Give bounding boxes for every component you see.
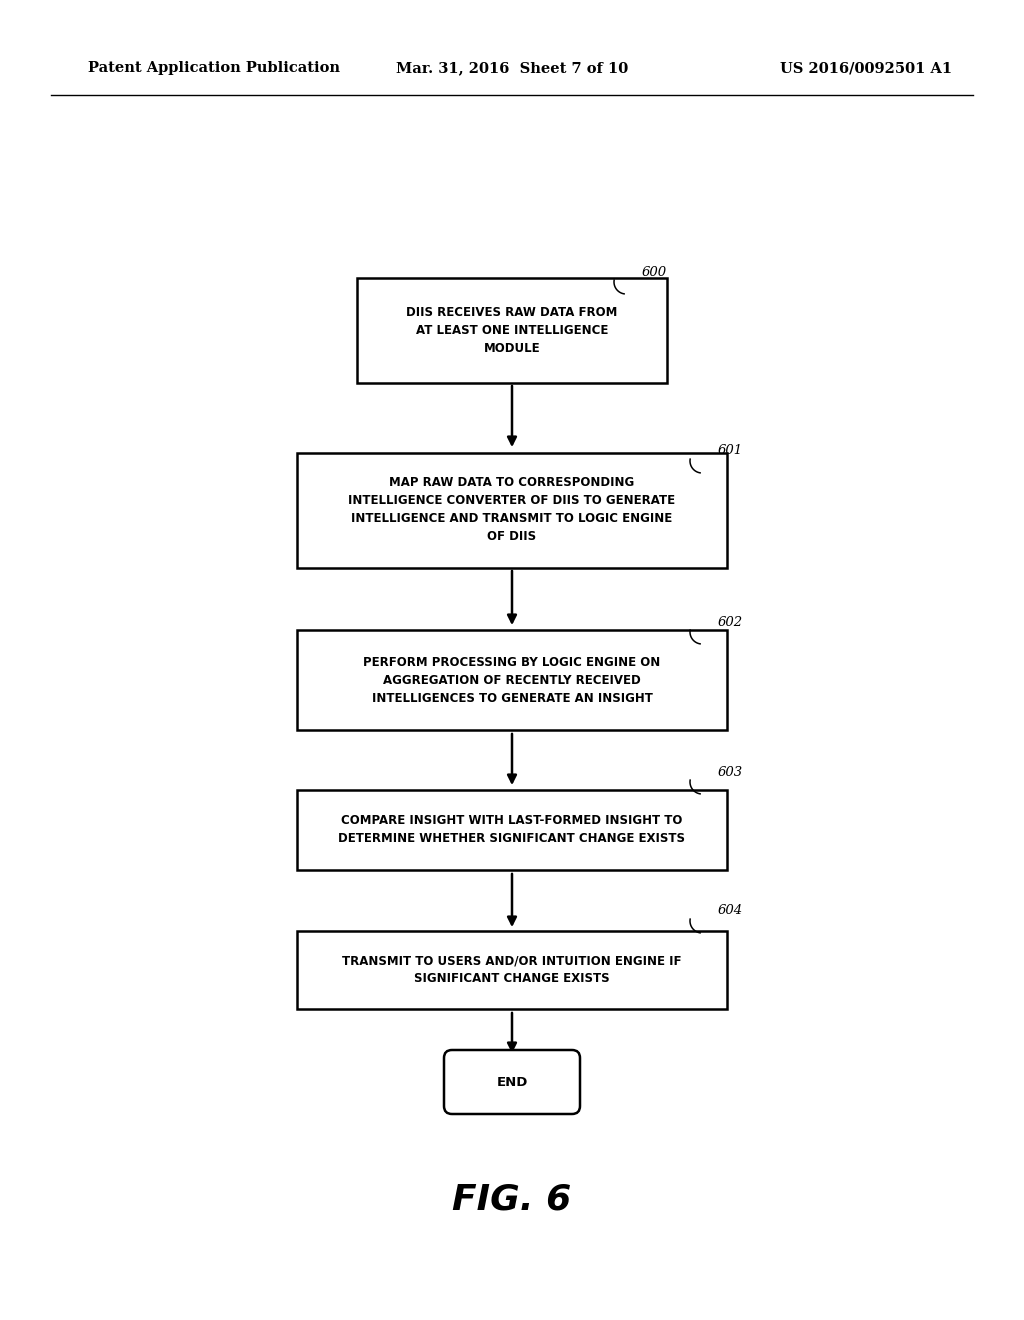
- Text: US 2016/0092501 A1: US 2016/0092501 A1: [780, 61, 952, 75]
- Text: TRANSMIT TO USERS AND/OR INTUITION ENGINE IF
SIGNIFICANT CHANGE EXISTS: TRANSMIT TO USERS AND/OR INTUITION ENGIN…: [342, 954, 682, 986]
- Text: DIIS RECEIVES RAW DATA FROM
AT LEAST ONE INTELLIGENCE
MODULE: DIIS RECEIVES RAW DATA FROM AT LEAST ONE…: [407, 305, 617, 355]
- Bar: [297, 789, 727, 870]
- Text: Patent Application Publication: Patent Application Publication: [88, 61, 340, 75]
- FancyBboxPatch shape: [444, 1049, 580, 1114]
- Text: END: END: [497, 1076, 527, 1089]
- Text: 603: 603: [718, 766, 743, 779]
- Bar: [297, 931, 727, 1008]
- Text: FIG. 6: FIG. 6: [453, 1183, 571, 1217]
- Text: PERFORM PROCESSING BY LOGIC ENGINE ON
AGGREGATION OF RECENTLY RECEIVED
INTELLIGE: PERFORM PROCESSING BY LOGIC ENGINE ON AG…: [364, 656, 660, 705]
- Bar: [297, 453, 727, 568]
- Text: MAP RAW DATA TO CORRESPONDING
INTELLIGENCE CONVERTER OF DIIS TO GENERATE
INTELLI: MAP RAW DATA TO CORRESPONDING INTELLIGEN…: [348, 477, 676, 544]
- Text: 601: 601: [718, 445, 743, 458]
- Bar: [297, 630, 727, 730]
- Text: 602: 602: [718, 615, 743, 628]
- Text: Mar. 31, 2016  Sheet 7 of 10: Mar. 31, 2016 Sheet 7 of 10: [396, 61, 628, 75]
- Text: 604: 604: [718, 904, 743, 917]
- Text: COMPARE INSIGHT WITH LAST-FORMED INSIGHT TO
DETERMINE WHETHER SIGNIFICANT CHANGE: COMPARE INSIGHT WITH LAST-FORMED INSIGHT…: [339, 814, 685, 846]
- Bar: [357, 277, 667, 383]
- Text: 600: 600: [642, 265, 667, 279]
